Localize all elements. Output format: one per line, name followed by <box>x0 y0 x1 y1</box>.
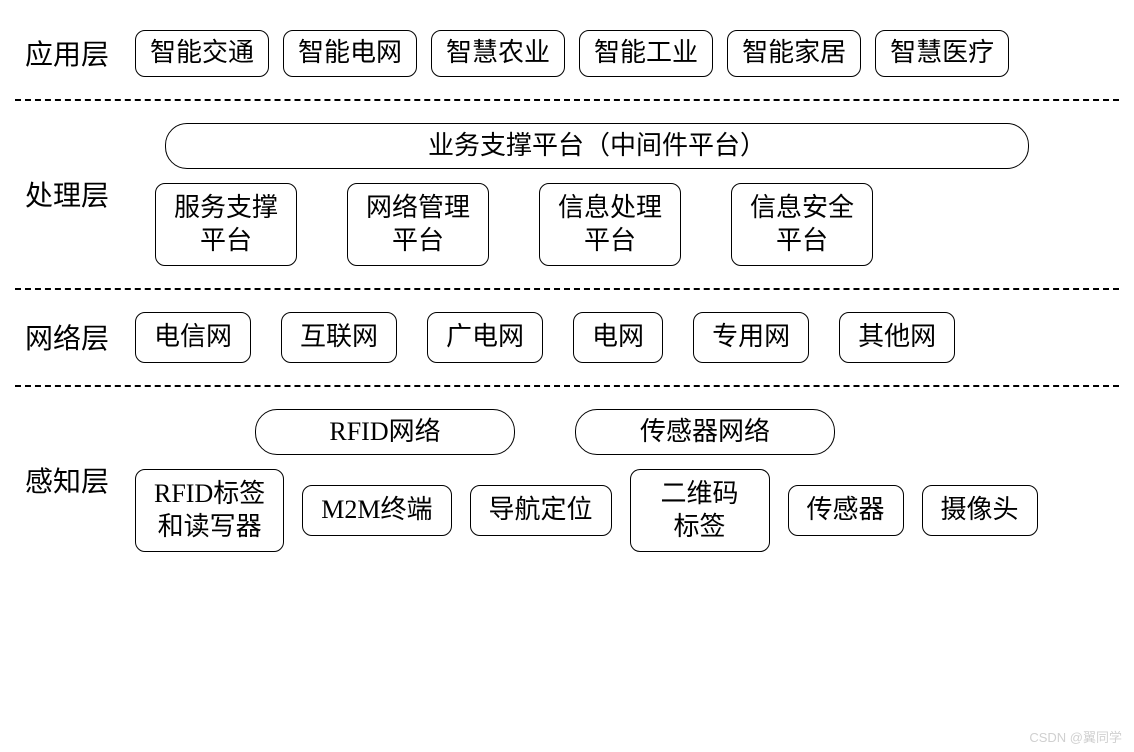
box-camera: 摄像头 <box>922 485 1038 536</box>
box-smart-home: 智能家居 <box>727 30 861 77</box>
layer-label-perception: 感知层 <box>15 460 135 500</box>
box-navigation: 导航定位 <box>470 485 612 536</box>
box-info-security: 信息安全平台 <box>731 183 873 266</box>
divider-1 <box>15 99 1119 101</box>
sense-row-2: RFID标签和读写器 M2M终端 导航定位 二维码标签 传感器 摄像头 <box>135 469 1119 552</box>
layer-processing: 处理层 业务支撑平台（中间件平台） 服务支撑平台 网络管理平台 信息处理平台 信… <box>15 123 1119 267</box>
box-service-support: 服务支撑平台 <box>155 183 297 266</box>
proc-row-2: 服务支撑平台 网络管理平台 信息处理平台 信息安全平台 <box>135 183 1059 266</box>
sense-row-1: RFID网络 传感器网络 <box>135 409 1119 456</box>
box-sensor-network: 传感器网络 <box>575 409 835 456</box>
divider-3 <box>15 385 1119 387</box>
box-smart-grid: 智能电网 <box>283 30 417 77</box>
box-m2m: M2M终端 <box>302 485 451 536</box>
box-network-mgmt: 网络管理平台 <box>347 183 489 266</box>
box-other-net: 其他网 <box>839 312 955 363</box>
box-telecom: 电信网 <box>135 312 251 363</box>
box-qrcode: 二维码标签 <box>630 469 770 552</box>
box-internet: 互联网 <box>281 312 397 363</box>
app-row: 智能交通 智能电网 智慧农业 智能工业 智能家居 智慧医疗 <box>135 30 1119 77</box>
box-smart-medical: 智慧医疗 <box>875 30 1009 77</box>
box-smart-traffic: 智能交通 <box>135 30 269 77</box>
watermark-text: CSDN @翼同学 <box>1029 727 1122 746</box>
box-powergrid: 电网 <box>573 312 663 363</box>
layer-label-network: 网络层 <box>15 317 135 357</box>
layer-label-application: 应用层 <box>15 33 135 73</box>
box-sensor: 传感器 <box>788 485 904 536</box>
layer-label-processing: 处理层 <box>15 174 135 214</box>
proc-row-1: 业务支撑平台（中间件平台） <box>135 123 1059 170</box>
layer-perception: 感知层 RFID网络 传感器网络 RFID标签和读写器 M2M终端 导航定位 二… <box>15 409 1119 553</box>
box-rfid-tag: RFID标签和读写器 <box>135 469 284 552</box>
layer-application: 应用层 智能交通 智能电网 智慧农业 智能工业 智能家居 智慧医疗 <box>15 30 1119 77</box>
divider-2 <box>15 288 1119 290</box>
box-smart-industry: 智能工业 <box>579 30 713 77</box>
box-private-net: 专用网 <box>693 312 809 363</box>
box-info-processing: 信息处理平台 <box>539 183 681 266</box>
box-broadcast: 广电网 <box>427 312 543 363</box>
layer-network: 网络层 电信网 互联网 广电网 电网 专用网 其他网 <box>15 312 1119 363</box>
box-smart-agriculture: 智慧农业 <box>431 30 565 77</box>
box-rfid-network: RFID网络 <box>255 409 515 456</box>
net-row: 电信网 互联网 广电网 电网 专用网 其他网 <box>135 312 1119 363</box>
box-business-support: 业务支撑平台（中间件平台） <box>165 123 1029 170</box>
